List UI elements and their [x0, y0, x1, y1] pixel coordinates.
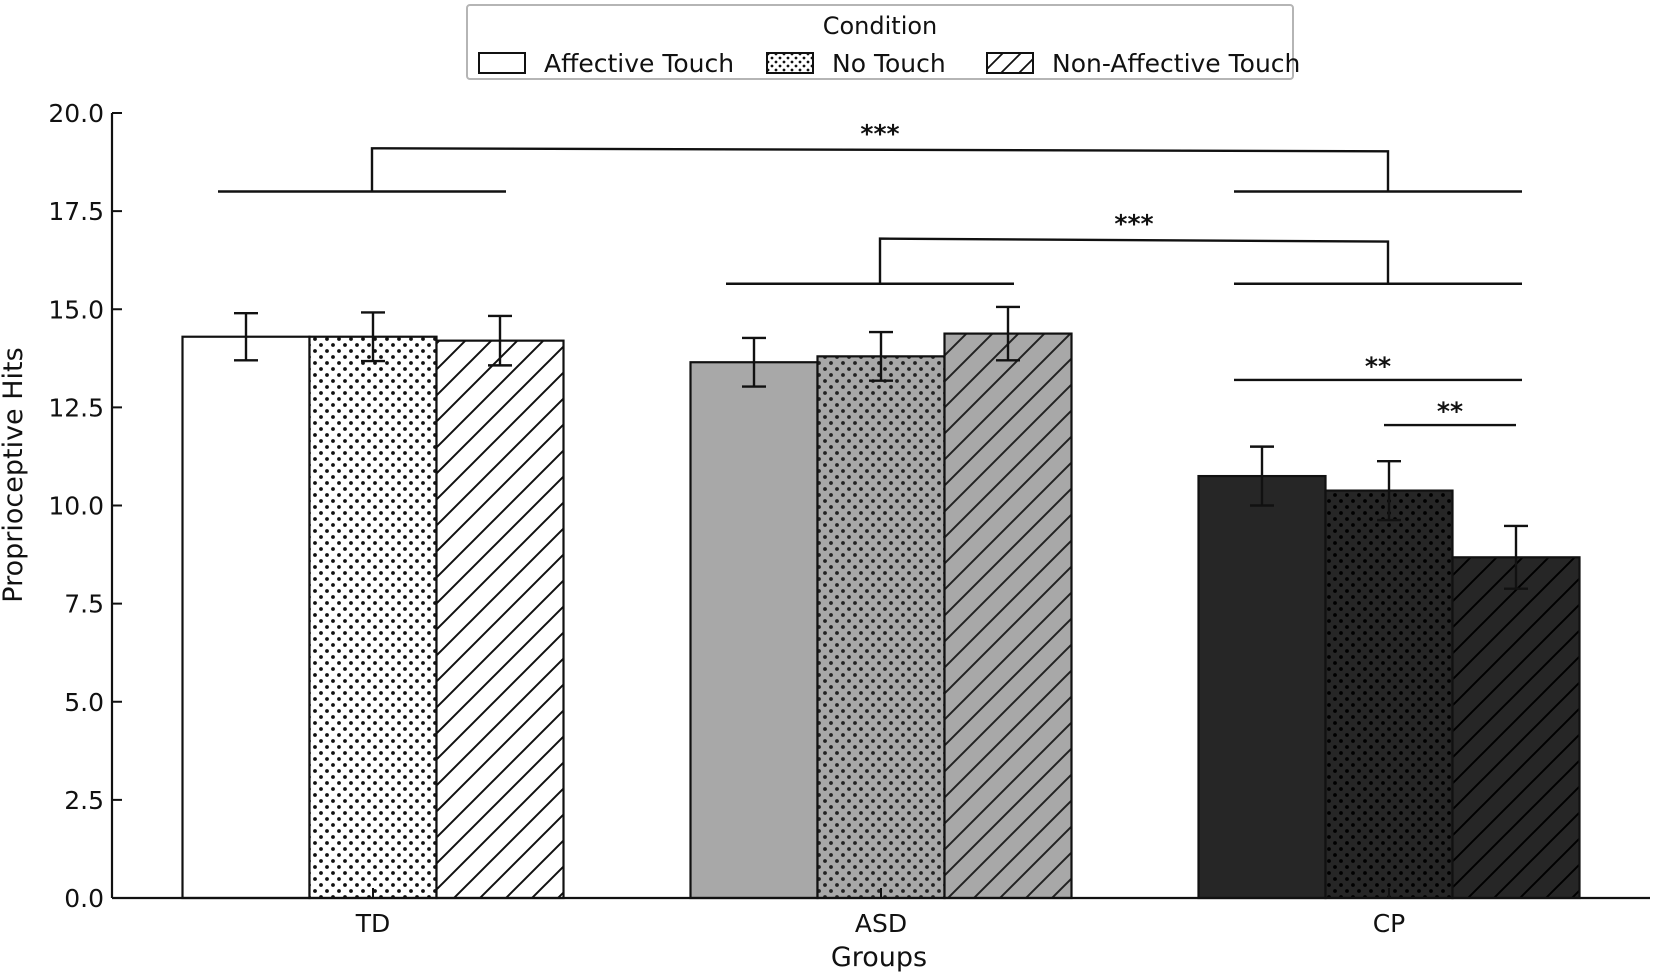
- y-tick-label: 5.0: [64, 688, 104, 717]
- legend: Condition Affective Touch No Touch Non-A…: [466, 4, 1300, 80]
- x-tick-label: ASD: [855, 909, 907, 938]
- legend-swatch-solid: [478, 52, 526, 74]
- error-bar: [1377, 459, 1401, 522]
- bar-td-no-touch: [308, 335, 438, 900]
- error-bar: [488, 314, 512, 367]
- y-tick-label: 0.0: [64, 884, 104, 913]
- significance-bracket: ***: [878, 210, 1390, 284]
- y-tick-label: 20.0: [48, 99, 104, 128]
- significance-bracket: **: [1234, 352, 1522, 382]
- y-tick-label: 15.0: [48, 295, 104, 324]
- bracket-line: [878, 237, 1390, 284]
- error-bar: [1250, 445, 1274, 507]
- significance-bracket: ***: [370, 119, 1390, 192]
- significance-label: **: [1437, 397, 1463, 426]
- error-bar: [1504, 524, 1528, 590]
- y-tick-label: 12.5: [48, 393, 104, 422]
- error-bar: [996, 305, 1020, 362]
- error-bar: [869, 330, 893, 382]
- error-bar: [742, 336, 766, 388]
- legend-swatch-hatch: [986, 52, 1034, 74]
- significance-label: **: [1365, 352, 1391, 381]
- y-tick-label: 7.5: [64, 590, 104, 619]
- legend-label-affective-touch: Affective Touch: [544, 48, 735, 78]
- significance-bracket: **: [1384, 397, 1516, 427]
- bar-td-non-affective-touch: [435, 339, 565, 900]
- x-tick-label: CP: [1373, 909, 1406, 938]
- bar-asd-affective-touch: [689, 361, 819, 900]
- legend-label-non-affective-touch: Non-Affective Touch: [1052, 48, 1301, 78]
- y-tick-label: 10.0: [48, 492, 104, 521]
- legend-title: Condition: [822, 12, 938, 40]
- bar-asd-non-affective-touch: [943, 332, 1073, 900]
- legend-item-non-affective-touch: Non-Affective Touch: [986, 48, 1300, 78]
- legend-label-no-touch: No Touch: [832, 48, 946, 78]
- y-axis-label: Proprioceptive Hits: [0, 347, 29, 602]
- legend-item-no-touch: No Touch: [766, 48, 946, 78]
- bar-td-affective-touch: [181, 335, 311, 900]
- significance-label: ***: [1114, 210, 1153, 239]
- bar-cp-non-affective-touch: [1451, 556, 1581, 900]
- x-tick-label: TD: [355, 909, 391, 938]
- legend-item-affective-touch: Affective Touch: [478, 48, 734, 78]
- error-bar: [234, 311, 258, 362]
- y-tick-label: 2.5: [64, 786, 104, 815]
- bar-cp-affective-touch: [1197, 474, 1327, 900]
- legend-swatch-dots: [766, 52, 814, 74]
- x-axis-label: Groups: [831, 942, 927, 973]
- error-bar: [361, 311, 385, 363]
- significance-label: ***: [860, 119, 899, 148]
- bar-cp-no-touch: [1324, 489, 1454, 900]
- bracket-line: [370, 147, 1390, 192]
- y-tick-label: 17.5: [48, 197, 104, 226]
- bar-asd-no-touch: [816, 355, 946, 900]
